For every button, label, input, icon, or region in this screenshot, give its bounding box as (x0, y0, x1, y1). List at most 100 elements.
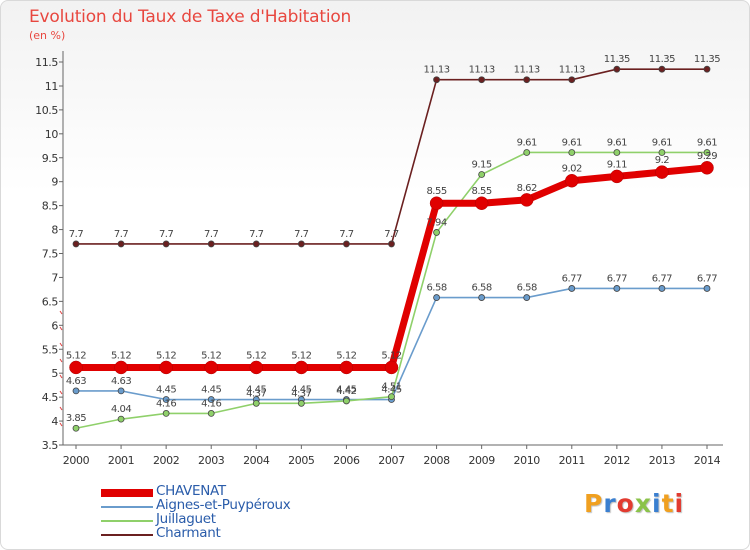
y-tick-label: 10.5 (35, 104, 58, 117)
legend-swatch (101, 506, 153, 508)
y-axis-accent-mark (59, 406, 63, 411)
data-point-juillaguet (613, 149, 621, 156)
data-labels: 7.7 7.7 7.7 7.7 7.7 7.7 7.7 7.7 11.13 11.13 11.13 1… (66, 54, 721, 424)
data-label-charmant: 11.35 (604, 54, 630, 65)
data-point-charmant (523, 76, 531, 84)
x-tick-label: 2004 (243, 454, 270, 467)
data-point-juillaguet (568, 149, 576, 156)
data-point-aignes-et-puyperoux (433, 294, 440, 301)
data-point-juillaguet (252, 399, 260, 407)
legend-label: Aignes-et-Puypéroux (156, 497, 291, 513)
y-axis-accent-mark (59, 390, 63, 395)
data-point-charmant (658, 65, 666, 73)
data-label-chavenat: 9.11 (607, 159, 627, 170)
data-label-aignes-et-puyperoux: 4.45 (336, 385, 356, 396)
data-label-chavenat: 5.12 (381, 350, 401, 361)
data-label-charmant: 7.7 (249, 229, 264, 240)
y-tick-label: 4 (51, 415, 58, 428)
data-label-aignes-et-puyperoux: 4.45 (246, 385, 266, 396)
data-label-charmant: 7.7 (204, 229, 219, 240)
y-tick-label: 8 (51, 224, 58, 237)
data-point-juillaguet (703, 149, 711, 156)
data-point-charmant (162, 240, 170, 248)
x-tick-label: 2000 (63, 454, 90, 467)
y-axis-accent-mark (59, 326, 63, 331)
x-tick-label: 2006 (333, 454, 360, 467)
x-tick-label: 2011 (559, 454, 585, 467)
y-tick-label: 11 (45, 80, 58, 93)
data-label-chavenat: 8.55 (472, 186, 492, 197)
y-tick-label: 7 (51, 271, 58, 284)
data-point-charmant (388, 240, 395, 248)
legend-label: CHAVENAT (156, 483, 226, 499)
data-label-chavenat: 5.12 (111, 350, 131, 361)
data-label-juillaguet: 9.61 (697, 137, 717, 148)
data-label-juillaguet: 9.61 (652, 137, 672, 148)
data-point-chavenat (204, 360, 218, 375)
data-point-aignes-et-puyperoux (117, 387, 125, 395)
data-point-chavenat (610, 169, 624, 184)
data-point-charmant (297, 240, 305, 248)
data-label-charmant: 11.13 (559, 65, 585, 76)
data-point-chavenat (294, 360, 309, 375)
legend-label: Juillaguet (156, 511, 216, 527)
data-label-charmant: 7.7 (69, 229, 84, 240)
data-label-charmant: 7.7 (384, 229, 399, 240)
y-tick-label: 8.5 (42, 200, 59, 213)
x-tick-label: 2002 (153, 454, 179, 467)
data-label-aignes-et-puyperoux: 4.45 (291, 385, 311, 396)
data-label-juillaguet: 9.61 (517, 137, 537, 148)
data-point-juillaguet (117, 415, 125, 423)
data-point-chavenat (429, 196, 444, 210)
x-tick-label: 2012 (604, 454, 630, 467)
series-line-chavenat (72, 164, 711, 371)
data-label-chavenat: 9.02 (562, 164, 582, 175)
logo-letter: P (584, 489, 604, 518)
data-label-charmant: 11.13 (514, 65, 540, 76)
data-label-chavenat: 8.55 (426, 186, 446, 197)
data-label-charmant: 7.7 (339, 229, 354, 240)
data-label-aignes-et-puyperoux: 6.58 (426, 283, 446, 294)
data-label-juillaguet: 4.16 (201, 398, 221, 409)
data-point-charmant (72, 240, 80, 248)
data-point-charmant (343, 240, 350, 248)
data-point-juillaguet (658, 149, 666, 156)
data-label-juillaguet: 3.85 (66, 413, 86, 424)
series-lines (69, 65, 714, 432)
data-label-chavenat: 5.12 (156, 350, 176, 361)
data-point-aignes-et-puyperoux (207, 396, 215, 403)
data-label-chavenat: 5.12 (336, 350, 356, 361)
logo-letter: o (616, 489, 635, 518)
legend-label: Charmant (156, 525, 221, 541)
legend-swatch (101, 534, 153, 536)
data-label-juillaguet: 9.61 (607, 137, 627, 148)
data-point-juillaguet (388, 393, 395, 401)
data-point-aignes-et-puyperoux (478, 294, 486, 301)
x-tick-label: 2014 (694, 454, 721, 467)
y-tick-label: 9.5 (42, 152, 59, 165)
data-label-charmant: 11.35 (649, 54, 675, 65)
y-tick-label: 6.5 (42, 295, 59, 308)
data-point-aignes-et-puyperoux (72, 387, 80, 395)
data-point-chavenat (249, 360, 264, 375)
y-tick-label: 3.5 (42, 439, 59, 452)
data-point-aignes-et-puyperoux (162, 396, 170, 403)
data-point-aignes-et-puyperoux (613, 285, 621, 292)
data-point-chavenat (519, 193, 534, 207)
y-axis-accent-mark (59, 342, 63, 347)
x-tick-label: 2013 (649, 454, 676, 467)
y-tick-label: 5.5 (42, 343, 59, 356)
logo-letter: x (634, 489, 652, 518)
x-tick-label: 2003 (198, 454, 225, 467)
data-label-aignes-et-puyperoux: 6.58 (472, 283, 492, 294)
y-axis-accent-mark (59, 422, 63, 427)
data-label-charmant: 11.13 (424, 65, 450, 76)
data-label-juillaguet: 4.51 (381, 382, 401, 393)
data-label-aignes-et-puyperoux: 4.45 (201, 385, 221, 396)
data-label-juillaguet: 4.04 (111, 404, 131, 415)
data-label-aignes-et-puyperoux: 6.77 (697, 273, 717, 284)
data-point-aignes-et-puyperoux (523, 294, 531, 301)
data-label-aignes-et-puyperoux: 4.63 (66, 376, 86, 387)
data-point-chavenat (474, 196, 489, 210)
